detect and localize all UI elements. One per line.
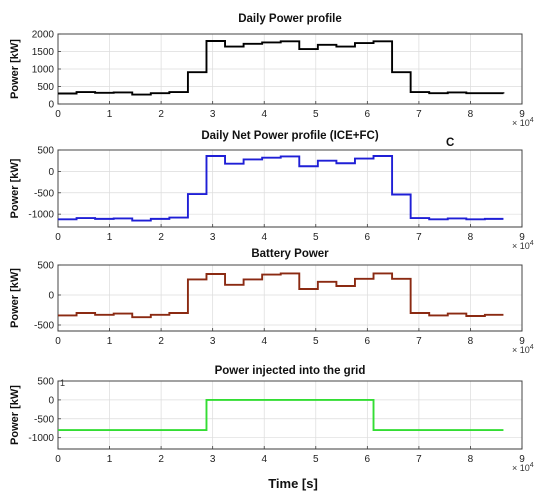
x-tick-label: 5	[313, 232, 319, 243]
x-tick-label: 2	[158, 109, 164, 120]
x-tick-label: 8	[468, 232, 474, 243]
y-tick-label: 500	[37, 261, 54, 272]
x-tick-label: 7	[416, 454, 422, 465]
y-tick-label: -1000	[28, 210, 54, 221]
y-tick-label: -500	[34, 321, 54, 332]
x-tick-label: 6	[365, 336, 371, 347]
x-tick-label: 4	[261, 109, 267, 120]
y-tick-label: 500	[37, 146, 54, 157]
x-tick-label: 5	[313, 336, 319, 347]
series-line	[58, 272, 504, 319]
series-line	[58, 155, 504, 222]
y-axis-label: Power [kW]	[9, 158, 21, 218]
x-tick-label: 4	[261, 336, 267, 347]
x-tick-label: 1	[107, 109, 113, 120]
x-tick-label: 4	[261, 454, 267, 465]
plot-frame	[57, 149, 523, 228]
x-axis-label: Time [s]	[268, 476, 318, 491]
x-tick-label: 6	[365, 109, 371, 120]
x-tick-label: 7	[416, 109, 422, 120]
x-tick-label: 8	[468, 109, 474, 120]
y-tick-label: -1000	[28, 433, 54, 444]
x-tick-label: 8	[468, 454, 474, 465]
y-tick-label: 1000	[32, 65, 55, 76]
x-tick-label: 3	[210, 109, 216, 120]
y-tick-label: -500	[34, 188, 54, 199]
x-tick-label: 5	[313, 109, 319, 120]
x-tick-label: 2	[158, 232, 164, 243]
x-tick-label: 6	[365, 454, 371, 465]
y-tick-label: 0	[48, 395, 54, 406]
stray-mark: C	[446, 137, 454, 149]
x-tick-label: 2	[158, 336, 164, 347]
chart-title: Daily Power profile	[238, 13, 342, 25]
x-tick-label: 2	[158, 454, 164, 465]
y-tick-label: 0	[48, 291, 54, 302]
chart-title: Daily Net Power profile (ICE+FC)	[201, 130, 378, 142]
x-tick-label: 9	[519, 454, 525, 465]
x-tick-label: 1	[107, 454, 113, 465]
x-tick-label: 1	[107, 336, 113, 347]
x-tick-label: 5	[313, 454, 319, 465]
y-axis-label: Power [kW]	[9, 385, 21, 445]
plot-frame	[57, 264, 523, 332]
y-tick-label: 2000	[32, 30, 55, 41]
x-tick-label: 0	[55, 109, 61, 120]
x-tick-label: 8	[468, 336, 474, 347]
chart-title: Power injected into the grid	[215, 365, 366, 377]
y-axis-label: Power [kW]	[9, 268, 21, 328]
plot-area	[57, 149, 523, 228]
x-tick-label: 3	[210, 336, 216, 347]
x-tick-label: 0	[55, 454, 61, 465]
y-tick-label: 1500	[32, 47, 55, 58]
y-tick-label: 500	[37, 82, 54, 93]
stray-mark: 1	[60, 378, 65, 388]
x-tick-label: 6	[365, 232, 371, 243]
x-exponent-label: × 104	[512, 117, 534, 128]
plot-area	[57, 264, 523, 332]
x-tick-label: 9	[519, 232, 525, 243]
series-line	[58, 398, 504, 432]
x-tick-label: 0	[55, 232, 61, 243]
y-tick-label: -500	[34, 414, 54, 425]
x-exponent-label: × 104	[512, 240, 534, 251]
x-exponent-label: × 104	[512, 462, 534, 473]
plot-frame	[57, 33, 523, 105]
x-tick-label: 3	[210, 232, 216, 243]
y-axis-label: Power [kW]	[9, 39, 21, 99]
x-exponent-label: × 104	[512, 344, 534, 355]
x-tick-label: 0	[55, 336, 61, 347]
y-tick-label: 0	[48, 100, 54, 111]
plot-area	[57, 380, 523, 450]
x-tick-label: 4	[261, 232, 267, 243]
chart-panel-1: 0 1 2 3 4 5 6 7 8 9 0 500 1000 1500 2000 Daily Power pr…	[9, 13, 534, 128]
chart-panel-2: 0 1 2 3 4 5 6 7 8 9 -1000 -500 0 500 Daily Net Power p…	[9, 130, 534, 251]
chart-title: Battery Power	[251, 248, 329, 260]
x-tick-label: 1	[107, 232, 113, 243]
x-tick-label: 9	[519, 109, 525, 120]
y-tick-label: 0	[48, 167, 54, 178]
x-tick-label: 3	[210, 454, 216, 465]
x-tick-label: 9	[519, 336, 525, 347]
y-tick-label: 500	[37, 377, 54, 388]
series-line	[58, 40, 505, 96]
x-tick-label: 7	[416, 232, 422, 243]
plot-frame	[57, 380, 523, 450]
x-tick-label: 7	[416, 336, 422, 347]
